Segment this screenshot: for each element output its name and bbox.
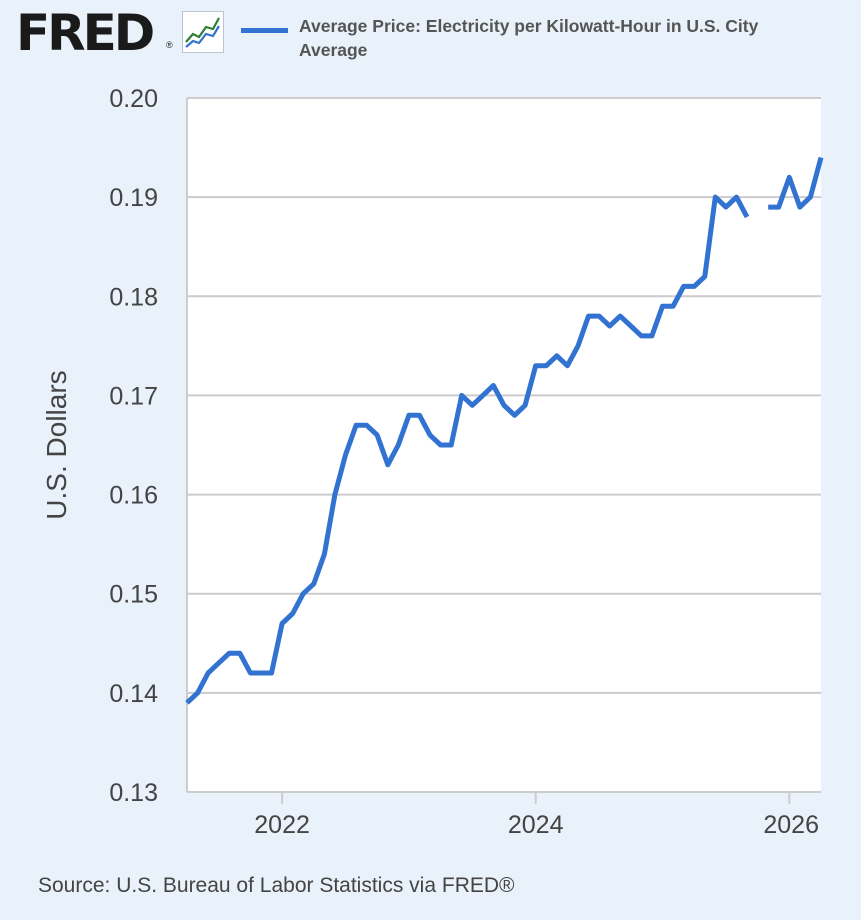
- legend-series-name[interactable]: Average Price: Electricity per Kilowatt-…: [299, 16, 759, 60]
- y-tick-label: 0.14: [109, 680, 158, 708]
- y-axis-title: U.S. Dollars: [41, 370, 72, 519]
- registered-mark: ®: [166, 40, 173, 50]
- y-tick-label: 0.19: [109, 184, 158, 212]
- y-tick-label: 0.17: [109, 382, 158, 410]
- series-line-0: [185, 194, 750, 705]
- fred-logo[interactable]: FRED: [16, 4, 155, 62]
- x-tick-label: 2024: [508, 811, 564, 839]
- source-note: Source: U.S. Bureau of Labor Statistics …: [38, 874, 515, 897]
- y-tick-label: 0.13: [109, 779, 158, 807]
- y-tick-label: 0.15: [109, 581, 158, 609]
- chart-header: FRED ® Average Price: Electricity per Ki…: [0, 0, 861, 80]
- x-tick-label: 2022: [254, 811, 310, 839]
- x-tick-label: 2026: [763, 811, 819, 839]
- y-tick-label: 0.16: [109, 482, 158, 510]
- legend-swatch: [241, 28, 288, 33]
- y-tick-label: 0.18: [109, 283, 158, 311]
- plot-area: [187, 98, 821, 792]
- line-chart-icon: [182, 11, 224, 53]
- y-tick-label: 0.20: [109, 85, 158, 113]
- series-line-0: [768, 156, 824, 210]
